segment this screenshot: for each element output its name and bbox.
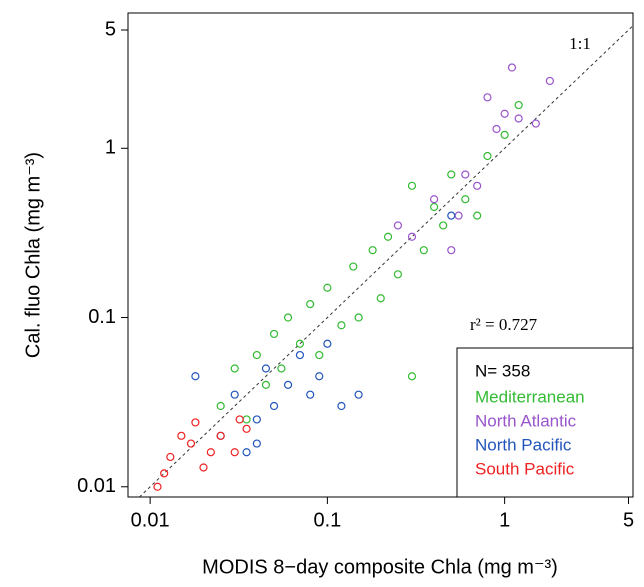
point: [376, 294, 385, 303]
y-axis-title: Cal. fluo Chla (mg m⁻³): [22, 152, 44, 358]
point: [306, 390, 315, 399]
x-tick-label: 0.01: [131, 509, 170, 531]
point: [186, 439, 196, 448]
point: [447, 211, 456, 220]
point: [323, 283, 332, 292]
point: [235, 415, 244, 424]
point: [393, 221, 403, 230]
point: [514, 114, 523, 123]
point: [407, 232, 417, 241]
point: [454, 211, 463, 220]
point: [269, 329, 279, 339]
point: [461, 195, 470, 204]
point: [252, 415, 261, 424]
point: [277, 364, 286, 373]
point: [283, 313, 293, 322]
point: [242, 424, 251, 433]
point: [206, 448, 215, 457]
point: [261, 380, 271, 389]
point: [216, 431, 225, 440]
plot-frame: [127, 12, 634, 498]
point: [242, 415, 251, 424]
point: [461, 170, 470, 179]
annotation: r² = 0.727: [470, 315, 538, 334]
point: [230, 448, 239, 457]
point: [383, 232, 393, 241]
point: [354, 313, 363, 322]
point: [242, 448, 251, 457]
point: [473, 181, 482, 190]
point: [230, 364, 239, 373]
point: [545, 76, 554, 86]
point: [492, 124, 501, 134]
legend-label: South Pacific: [475, 459, 575, 478]
point: [368, 246, 377, 255]
y-tick-label: 0.01: [77, 475, 116, 497]
point: [407, 372, 417, 381]
point: [295, 339, 305, 348]
x-tick-label: 1: [499, 509, 510, 531]
point: [295, 350, 305, 360]
point: [447, 246, 456, 255]
point: [507, 63, 517, 72]
reference-line-label: 1:1: [569, 34, 591, 53]
point: [429, 195, 439, 204]
point: [407, 181, 417, 190]
point: [500, 130, 509, 139]
point: [315, 372, 324, 381]
legend-label: North Atlantic: [475, 411, 577, 430]
point: [177, 431, 186, 440]
point: [269, 401, 279, 411]
point: [500, 109, 509, 118]
point: [166, 452, 175, 462]
x-axis-title: MODIS 8−day composite Chla (mg m⁻³): [202, 556, 558, 578]
y-tick-label: 5: [105, 18, 116, 40]
point: [429, 202, 439, 212]
point: [252, 439, 261, 448]
point: [315, 350, 324, 360]
point: [323, 339, 332, 348]
point: [306, 300, 315, 309]
point: [531, 119, 540, 128]
point: [283, 380, 293, 389]
point: [252, 350, 261, 360]
point: [337, 321, 346, 330]
point: [216, 401, 225, 411]
point: [349, 262, 358, 271]
y-tick-label: 0.1: [88, 306, 116, 328]
legend-label: North Pacific: [475, 435, 572, 454]
point: [419, 246, 428, 255]
point: [230, 390, 239, 399]
legend-label: Mediterranean: [475, 387, 585, 406]
x-tick-label: 5: [623, 509, 634, 531]
point: [191, 372, 200, 381]
legend-box: [456, 347, 634, 498]
point: [160, 469, 169, 478]
y-tick-label: 1: [105, 137, 116, 159]
point: [337, 401, 346, 411]
legend-title: N= 358: [475, 361, 530, 380]
point: [153, 482, 162, 491]
point: [514, 100, 523, 110]
point: [354, 390, 363, 399]
point: [393, 270, 403, 279]
point: [191, 418, 200, 427]
point: [439, 221, 448, 230]
x-tick-label: 0.1: [313, 509, 341, 531]
point: [261, 364, 271, 373]
point: [483, 151, 492, 161]
point: [483, 93, 492, 102]
point: [447, 170, 456, 179]
point: [473, 211, 482, 220]
point: [199, 463, 208, 472]
